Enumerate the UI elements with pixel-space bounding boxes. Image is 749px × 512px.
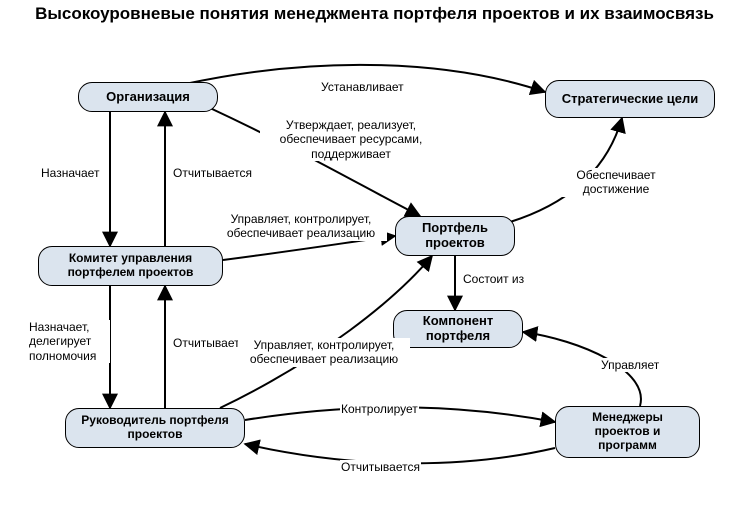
label-e4: Утверждает, реализует, обеспечивает ресу… [260, 118, 442, 161]
node-org: Организация [78, 82, 218, 112]
label-e13: Управляет [600, 358, 660, 372]
label-e2: Назначает [40, 166, 100, 180]
node-manager: Руководитель портфеля проектов [65, 408, 245, 448]
label-e1: Устанавливает [320, 80, 405, 94]
node-goals: Стратегические цели [545, 80, 715, 118]
label-e5: Управляет, контролирует, обеспечивает ре… [215, 212, 387, 241]
node-committee: Комитет управления портфелем проектов [38, 246, 223, 286]
label-e12: Отчитывается [340, 460, 421, 474]
node-portfolio: Портфель проектов [395, 216, 515, 256]
label-e3: Отчитывается [172, 166, 253, 180]
label-e7: Состоит из [462, 272, 525, 286]
diagram-title: Высокоуровневые понятия менеджмента порт… [0, 4, 749, 24]
label-e11: Контролирует [340, 402, 419, 416]
label-e8: Назначает, делегирует полномочия [28, 320, 110, 363]
node-component: Компонент портфеля [393, 310, 523, 348]
label-e6: Обеспечивает достижение [560, 168, 672, 197]
node-pm: Менеджеры проектов и программ [555, 406, 700, 458]
label-e10: Управляет, контролирует, обеспечивает ре… [238, 338, 410, 367]
